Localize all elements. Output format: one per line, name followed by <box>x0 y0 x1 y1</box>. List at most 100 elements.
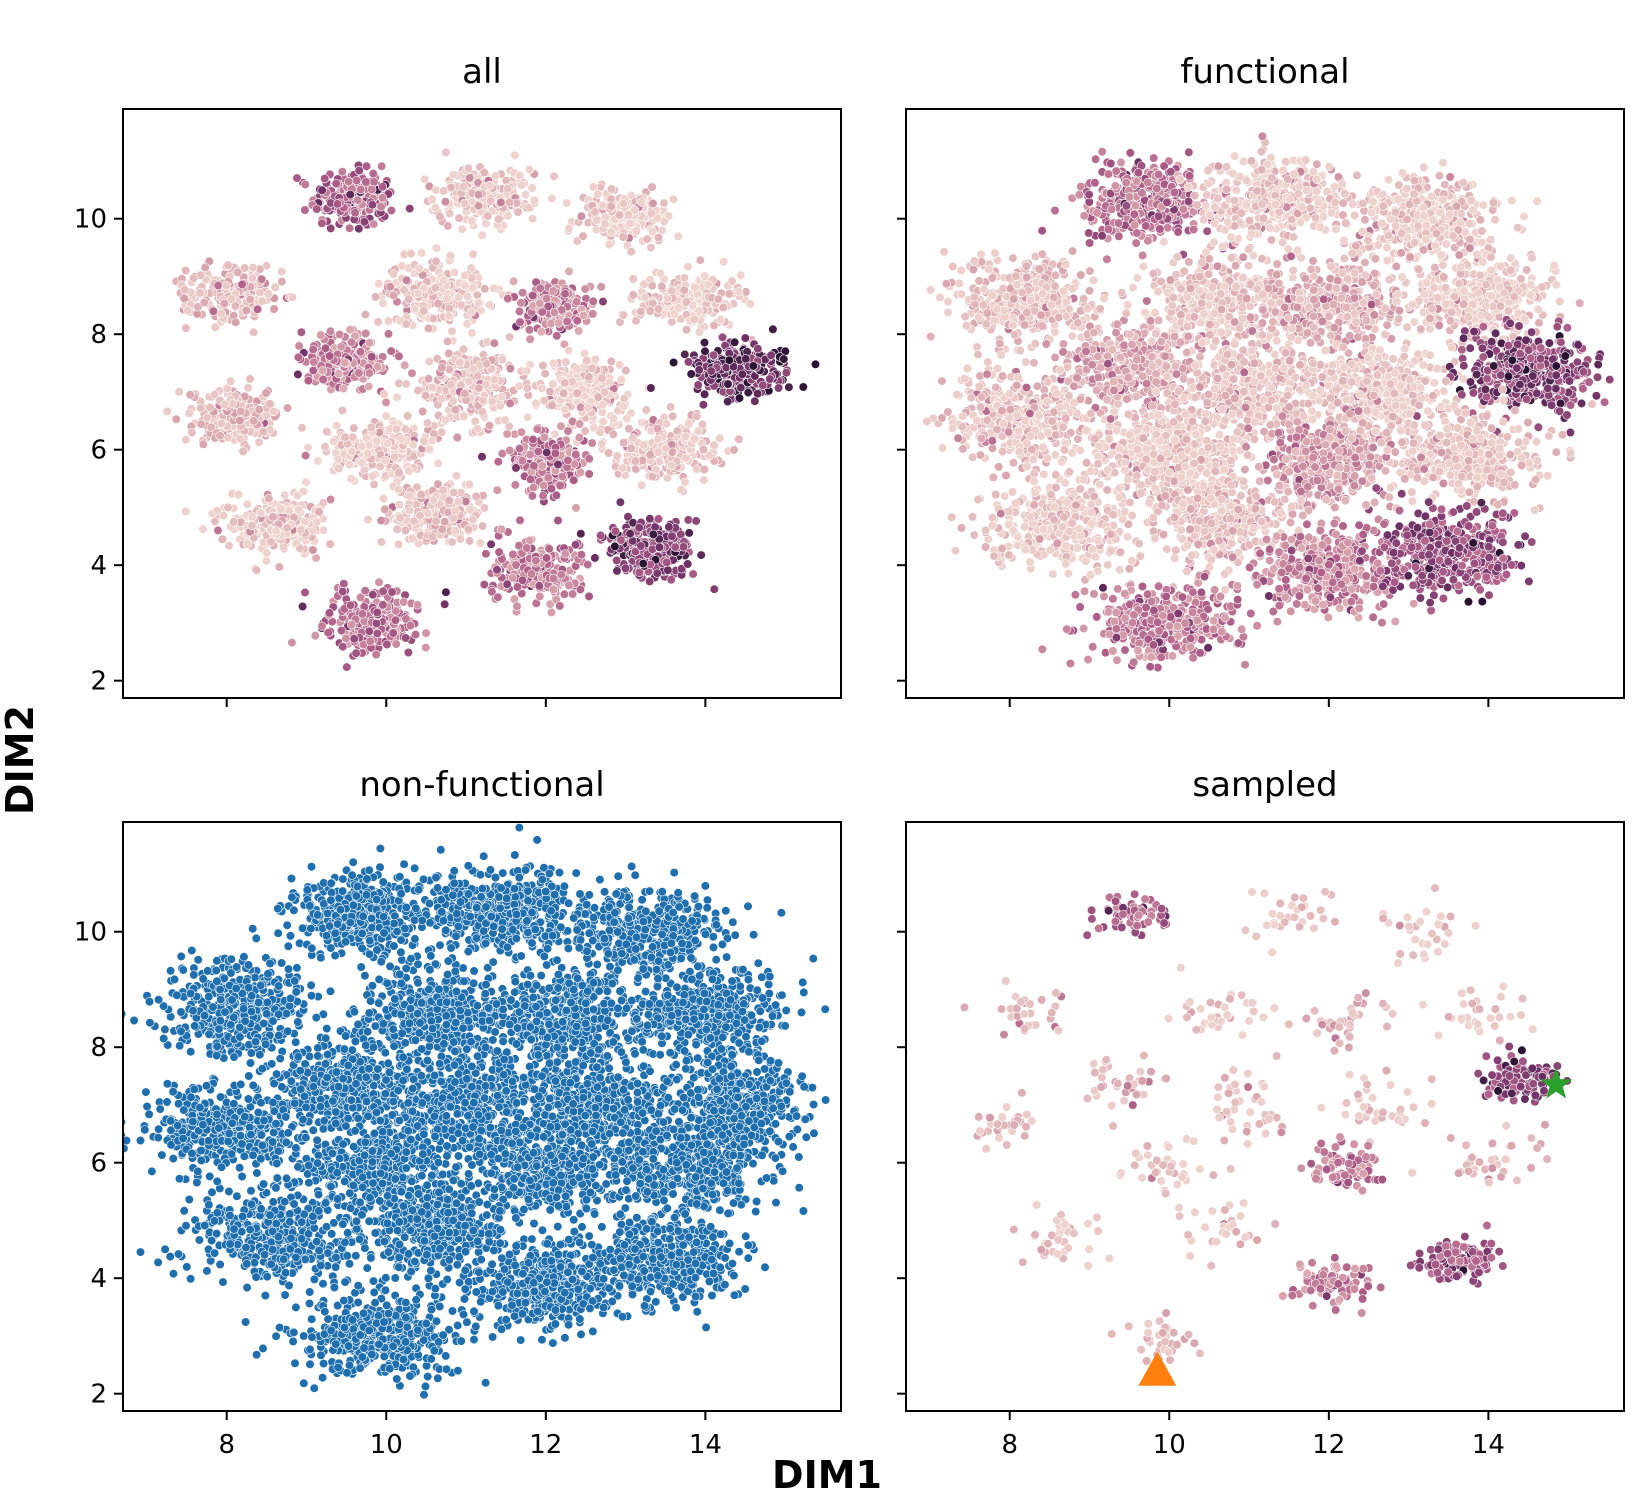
scatter-point <box>544 544 554 554</box>
scatter-point <box>249 416 259 426</box>
scatter-point <box>612 555 622 566</box>
scatter-point <box>502 429 512 439</box>
scatter-point <box>407 533 417 544</box>
y-tick-label: 10 <box>74 205 107 235</box>
scatter-point <box>524 165 535 175</box>
scatter-point <box>277 277 287 287</box>
scatter-point <box>431 256 441 266</box>
scatter-point <box>479 167 489 178</box>
scatter-point <box>590 354 601 364</box>
scatter-point <box>345 325 355 335</box>
scatter-point <box>1084 228 1094 238</box>
scatter-point <box>691 516 701 526</box>
scatter-point <box>638 558 648 569</box>
scatter-point <box>718 302 728 313</box>
scatter-point <box>474 298 484 308</box>
scatter-point <box>229 517 239 527</box>
scatter-point <box>553 515 563 526</box>
scatter-point <box>462 319 472 329</box>
scatter-point <box>187 428 197 438</box>
scatter-point <box>622 414 632 424</box>
scatter-point <box>242 499 252 509</box>
scatter-point <box>548 584 559 595</box>
scatter-point <box>445 251 456 261</box>
scatter-point-highlight <box>724 355 734 365</box>
scatter-point <box>296 327 307 337</box>
scatter-point <box>1131 238 1141 248</box>
scatter-point <box>467 283 478 293</box>
scatter-point <box>667 317 677 327</box>
scatter-point <box>448 170 458 180</box>
scatter-point <box>261 556 272 566</box>
scatter-point <box>646 383 656 393</box>
scatter-point <box>556 570 566 580</box>
scatter-point <box>681 431 691 441</box>
scatter-point <box>235 416 245 426</box>
scatter-point <box>734 393 745 403</box>
scatter-point <box>515 170 525 180</box>
scatter-point <box>542 447 552 458</box>
scatter-point <box>581 356 592 366</box>
scatter-point <box>503 294 513 304</box>
scatter-point <box>274 562 284 572</box>
scatter-point <box>537 307 547 317</box>
scatter-point <box>427 532 438 542</box>
scatter-point <box>216 419 226 429</box>
scatter-point <box>510 150 520 160</box>
scatter-point <box>505 445 515 456</box>
scatter-point <box>338 586 348 597</box>
scatter-point <box>444 495 454 506</box>
scatter-point <box>511 560 521 570</box>
scatter-point <box>681 325 692 335</box>
scatter-point <box>572 364 582 374</box>
scatter-point <box>440 599 450 609</box>
scatter-point <box>345 223 355 233</box>
scatter-point <box>668 194 679 204</box>
scatter-point <box>233 267 243 278</box>
scatter-point <box>189 273 199 283</box>
scatter-point <box>477 230 487 240</box>
scatter-point <box>455 358 465 368</box>
scatter-point <box>444 311 454 321</box>
scatter-point <box>421 391 431 401</box>
scatter-point <box>550 448 561 458</box>
scatter-point <box>433 458 443 469</box>
scatter-point <box>235 434 245 444</box>
scatter-point <box>477 407 488 417</box>
scatter-point <box>444 208 455 219</box>
scatter-point <box>683 357 694 367</box>
scatter-point <box>317 621 327 631</box>
scatter-point <box>642 234 652 244</box>
scatter-point <box>382 639 392 650</box>
scatter-point <box>560 357 571 367</box>
scatter-point <box>486 196 496 206</box>
scatter-point <box>424 444 435 454</box>
scatter-point <box>460 281 470 291</box>
scatter-point <box>531 555 541 566</box>
scatter-point <box>449 487 459 498</box>
scatter-point <box>377 193 388 203</box>
scatter-point <box>560 378 570 388</box>
scatter-point <box>440 415 451 425</box>
scatter-point <box>588 296 598 306</box>
scatter-point <box>400 525 411 536</box>
scatter-point <box>347 620 357 630</box>
scatter-point <box>595 530 606 541</box>
scatter-point <box>245 294 255 305</box>
scatter-point <box>242 539 252 549</box>
scatter-point <box>522 543 532 553</box>
scatter-point <box>228 399 238 409</box>
scatter-point <box>453 497 463 507</box>
scatter-point <box>295 543 305 554</box>
scatter-point <box>417 248 427 258</box>
scatter-point <box>212 505 222 516</box>
scatter-point <box>578 310 589 321</box>
scatter-point <box>1125 148 1135 158</box>
scatter-point <box>496 524 506 534</box>
scatter-point <box>571 503 581 513</box>
scatter-point <box>546 484 557 494</box>
scatter-point <box>679 285 689 295</box>
scatter-point <box>626 443 636 453</box>
scatter-point <box>373 317 383 327</box>
scatter-point <box>492 485 502 495</box>
